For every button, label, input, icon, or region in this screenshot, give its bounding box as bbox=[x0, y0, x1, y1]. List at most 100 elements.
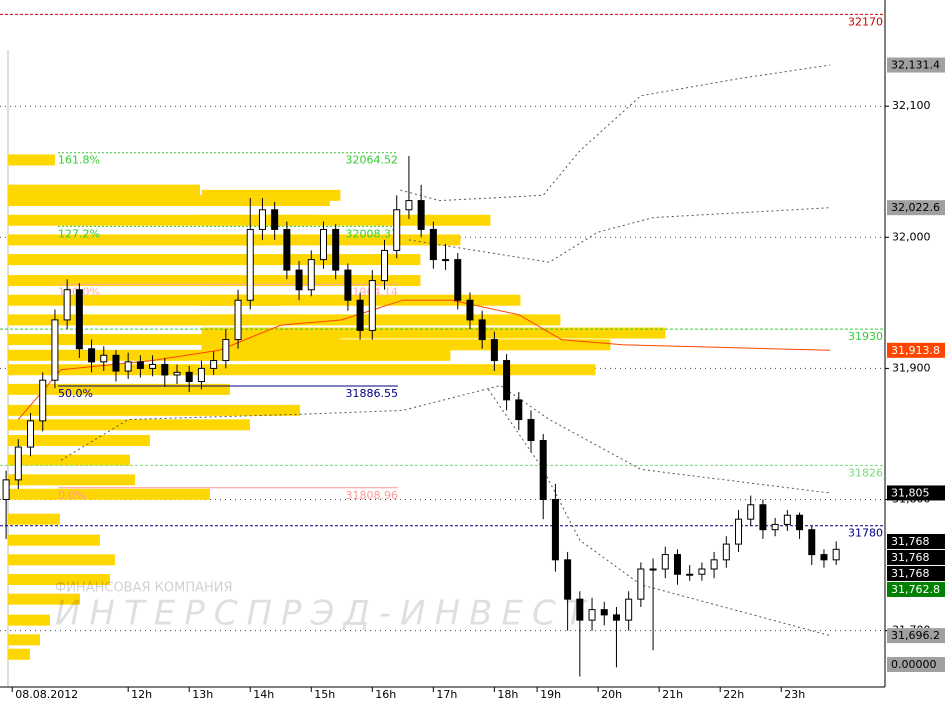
price-box bbox=[887, 581, 945, 597]
fib-value: 32064.52 bbox=[346, 154, 399, 167]
candle-body bbox=[503, 360, 511, 401]
x-tick-label: 21h bbox=[662, 688, 683, 701]
candle-body bbox=[405, 200, 413, 211]
volume-profile-bar bbox=[7, 195, 330, 207]
candle-body bbox=[271, 209, 279, 230]
candle-body bbox=[39, 379, 47, 422]
volume-profile-bar bbox=[7, 474, 135, 486]
indicator-line bbox=[400, 64, 831, 202]
volume-profile-bar bbox=[7, 154, 55, 166]
fib-value: 32008.37 bbox=[346, 227, 399, 240]
candle-body bbox=[319, 228, 327, 261]
fib-value: 31886.55 bbox=[346, 387, 399, 400]
candle-body bbox=[442, 259, 450, 262]
candle-body bbox=[551, 499, 559, 561]
candle-body bbox=[332, 228, 340, 271]
volume-profile-bar bbox=[7, 294, 280, 306]
candle-body bbox=[100, 354, 108, 363]
volume-profile-bar bbox=[7, 349, 250, 361]
candle-body bbox=[490, 339, 498, 362]
candle-body bbox=[307, 259, 315, 291]
volume-profile-bar bbox=[7, 648, 30, 660]
candle-body bbox=[710, 559, 718, 570]
price-box bbox=[887, 485, 945, 501]
volume-profile-bar bbox=[7, 554, 115, 566]
volume-profile-bar bbox=[7, 234, 260, 246]
candle-body bbox=[600, 609, 608, 616]
indicator-line bbox=[408, 207, 831, 263]
fib-label: 127.2% bbox=[58, 227, 100, 240]
volume-profile-bar bbox=[201, 327, 666, 339]
level-label: 31930 bbox=[848, 330, 883, 343]
candle-body bbox=[417, 200, 425, 230]
volume-profile-bar bbox=[7, 404, 300, 416]
candle-body bbox=[283, 228, 291, 271]
price-box bbox=[887, 533, 945, 549]
fib-value: 31808.96 bbox=[346, 489, 399, 502]
candle-body bbox=[258, 209, 266, 230]
level-label: 31780 bbox=[848, 527, 883, 540]
y-tick-label: 32,100 bbox=[892, 99, 931, 112]
candle-body bbox=[661, 554, 669, 570]
price-box bbox=[887, 200, 945, 216]
volume-profile-bar bbox=[7, 254, 230, 266]
candle-body bbox=[2, 479, 10, 501]
price-box-label: 31,762.8 bbox=[891, 583, 940, 596]
candle-body bbox=[515, 399, 523, 421]
candle-body bbox=[136, 361, 144, 369]
candle-body bbox=[747, 504, 755, 520]
candle-body bbox=[564, 559, 572, 600]
volume-profile-bar bbox=[7, 214, 310, 226]
candle-body bbox=[783, 514, 791, 525]
candle-body bbox=[246, 228, 254, 301]
candle-body bbox=[637, 568, 645, 600]
price-box bbox=[887, 657, 945, 672]
candle-body bbox=[63, 289, 71, 321]
candle-body bbox=[185, 371, 193, 383]
candle-body bbox=[735, 518, 743, 545]
candle-body bbox=[454, 259, 462, 301]
indicator-line bbox=[60, 384, 831, 494]
price-box-label: 31,768 bbox=[891, 535, 930, 548]
candle-body bbox=[51, 319, 59, 381]
fib-label: 0.0% bbox=[58, 489, 86, 502]
candle-body bbox=[612, 614, 620, 621]
volume-profile-bar bbox=[7, 334, 340, 346]
price-box bbox=[887, 549, 945, 565]
price-box-label: 32,131.4 bbox=[891, 59, 940, 72]
candle-body bbox=[478, 319, 486, 341]
y-tick-label: 32,000 bbox=[892, 230, 931, 243]
price-box-label: 31,696.2 bbox=[891, 629, 940, 642]
volume-profile-bar bbox=[7, 383, 230, 395]
watermark: ФИНАНСОВАЯ КОМПАНИЯ bbox=[55, 581, 233, 596]
volume-profile-bar bbox=[201, 214, 491, 226]
indicator-line bbox=[487, 389, 831, 637]
x-tick-label: 15h bbox=[314, 688, 335, 701]
x-tick-label: 08.08.2012 bbox=[15, 688, 78, 701]
candle-body bbox=[698, 568, 706, 575]
candle-body bbox=[673, 554, 681, 575]
candle-body bbox=[759, 504, 767, 531]
candle-body bbox=[197, 367, 205, 383]
level-label: 31826 bbox=[848, 466, 883, 479]
volume-profile-bar bbox=[7, 314, 300, 326]
volume-profile-bar bbox=[201, 364, 596, 376]
candle-body bbox=[368, 280, 376, 331]
volume-profile-bar bbox=[7, 513, 60, 525]
watermark: ИНТЕРСПРЭД-ИНВЕСТ bbox=[55, 594, 594, 634]
candle-body bbox=[222, 339, 230, 362]
volume-profile-bar bbox=[7, 275, 230, 287]
y-tick-label: 31,900 bbox=[892, 361, 931, 374]
volume-profile-bar bbox=[7, 419, 250, 431]
candle-body bbox=[88, 348, 96, 363]
candle-body bbox=[210, 360, 218, 369]
candle-body bbox=[576, 598, 584, 621]
x-tick-label: 22h bbox=[723, 688, 744, 701]
candle-body bbox=[295, 269, 303, 291]
volume-profile-bar bbox=[201, 349, 451, 361]
candle-body bbox=[686, 573, 694, 576]
price-box bbox=[887, 565, 945, 581]
candle-body bbox=[161, 363, 169, 376]
volume-profile-bar bbox=[7, 614, 50, 626]
